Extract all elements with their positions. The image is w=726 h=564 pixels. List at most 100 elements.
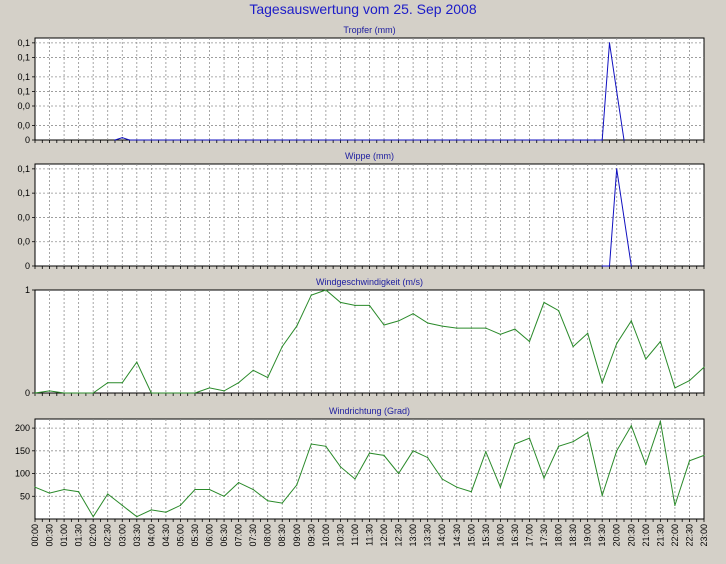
data-point bbox=[645, 463, 647, 466]
data-point bbox=[645, 358, 647, 360]
data-point bbox=[368, 304, 371, 307]
y-tick-label: 0 bbox=[25, 135, 30, 145]
data-point bbox=[383, 324, 385, 326]
data-point bbox=[514, 443, 516, 445]
data-point bbox=[179, 504, 182, 506]
x-tick-label: 14:00 bbox=[437, 524, 447, 547]
data-point bbox=[456, 486, 458, 488]
data-point bbox=[208, 387, 211, 389]
y-tick-label: 0,0 bbox=[17, 212, 30, 222]
data-point bbox=[34, 392, 36, 394]
data-point bbox=[674, 387, 676, 389]
data-point bbox=[281, 346, 283, 348]
x-tick-label: 01:30 bbox=[74, 524, 84, 547]
data-point bbox=[107, 493, 109, 495]
y-tick-label: 0,1 bbox=[17, 52, 30, 62]
data-point bbox=[514, 328, 516, 330]
data-point bbox=[703, 366, 705, 368]
y-tick-label: 200 bbox=[15, 423, 30, 433]
chart-panel-1: Tropfer (mm) 0 0,0 0,0 0,1 0,1 0,1 0,1 bbox=[17, 25, 705, 145]
y-tick-label: 0,1 bbox=[17, 188, 30, 198]
data-point bbox=[594, 139, 596, 141]
data-point bbox=[208, 488, 211, 491]
data-point bbox=[397, 472, 400, 475]
data-point bbox=[623, 139, 625, 141]
y-tick-label: 0,1 bbox=[17, 164, 30, 174]
data-point bbox=[310, 443, 312, 445]
data-point bbox=[470, 327, 472, 329]
x-axis-labels: 00:00 00:30 01:00 01:30 02:00 02:30 03:00 03:30… bbox=[30, 524, 709, 547]
data-point bbox=[543, 301, 545, 303]
data-point bbox=[397, 320, 400, 322]
data-point bbox=[616, 342, 618, 345]
y-tick-label: 0,0 bbox=[17, 237, 30, 247]
data-point bbox=[78, 392, 80, 394]
data-point bbox=[34, 486, 36, 488]
data-point bbox=[499, 486, 501, 488]
data-point bbox=[485, 451, 487, 453]
data-point bbox=[528, 437, 531, 439]
data-point bbox=[616, 90, 618, 93]
x-tick-label: 06:00 bbox=[205, 524, 215, 547]
data-point bbox=[63, 488, 65, 491]
data-point bbox=[579, 139, 581, 141]
y-tick-label: 100 bbox=[15, 469, 30, 479]
data-point bbox=[572, 441, 574, 443]
data-point bbox=[354, 478, 356, 480]
panel-title: Wippe (mm) bbox=[345, 151, 394, 161]
x-tick-label: 15:00 bbox=[466, 524, 476, 547]
x-tick-label: 11:30 bbox=[365, 524, 375, 546]
x-tick-label: 07:00 bbox=[234, 524, 244, 547]
data-point bbox=[674, 504, 676, 506]
data-point bbox=[368, 452, 371, 454]
panel-title: Windgeschwindigkeit (m/s) bbox=[316, 277, 423, 287]
data-point bbox=[456, 327, 458, 329]
data-point bbox=[223, 390, 225, 392]
data-point bbox=[252, 369, 254, 371]
x-tick-label: 23:00 bbox=[699, 524, 709, 547]
x-tick-label: 21:30 bbox=[655, 524, 665, 547]
data-point bbox=[114, 139, 116, 141]
data-point bbox=[485, 327, 487, 329]
data-point bbox=[616, 450, 618, 452]
y-tick-label: 0,1 bbox=[17, 72, 30, 82]
data-point bbox=[325, 445, 327, 447]
data-point bbox=[543, 477, 545, 479]
x-tick-label: 02:00 bbox=[88, 524, 98, 547]
data-point bbox=[63, 392, 65, 394]
data-point bbox=[194, 392, 196, 394]
panel-title: Tropfer (mm) bbox=[343, 25, 395, 35]
plot-area bbox=[34, 163, 705, 267]
data-point bbox=[557, 445, 560, 447]
x-tick-label: 07:30 bbox=[248, 524, 258, 547]
x-tick-label: 21:00 bbox=[641, 524, 651, 547]
data-point bbox=[281, 502, 283, 504]
data-point bbox=[92, 516, 94, 518]
data-point bbox=[601, 139, 603, 141]
chart-panel-3: Windgeschwindigkeit (m/s) 0 1 bbox=[25, 277, 705, 398]
data-point bbox=[427, 322, 429, 324]
chart-panel-2: Wippe (mm) 0 0,0 0,0 0,1 0,1 bbox=[17, 151, 705, 271]
data-point bbox=[48, 492, 51, 494]
data-point bbox=[659, 340, 661, 343]
data-point bbox=[165, 511, 167, 513]
x-tick-label: 18:00 bbox=[554, 524, 564, 547]
data-point bbox=[354, 304, 356, 307]
data-point bbox=[136, 516, 138, 518]
x-tick-label: 11:00 bbox=[350, 524, 360, 546]
x-tick-label: 00:30 bbox=[45, 524, 55, 547]
data-point bbox=[587, 332, 589, 334]
x-tick-label: 10:00 bbox=[321, 524, 331, 547]
data-point bbox=[412, 313, 414, 315]
data-point bbox=[623, 216, 625, 219]
x-tick-label: 10:30 bbox=[335, 524, 345, 547]
x-tick-label: 20:30 bbox=[626, 524, 636, 547]
data-point bbox=[128, 139, 131, 141]
x-tick-label: 05:00 bbox=[175, 524, 185, 547]
data-point bbox=[223, 495, 225, 497]
x-tick-label: 08:30 bbox=[277, 524, 287, 547]
panel-title: Windrichtung (Grad) bbox=[329, 406, 410, 416]
x-tick-label: 09:30 bbox=[306, 524, 316, 547]
data-point bbox=[601, 494, 603, 496]
y-tick-label: 1 bbox=[25, 285, 30, 295]
